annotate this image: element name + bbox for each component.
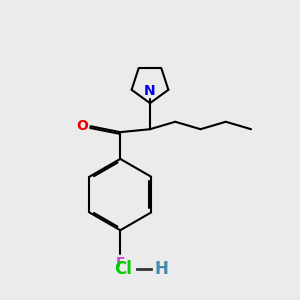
Text: N: N (144, 84, 156, 98)
Text: H: H (154, 260, 168, 278)
Text: Cl: Cl (114, 260, 132, 278)
Text: O: O (76, 119, 88, 133)
Text: F: F (116, 256, 125, 269)
